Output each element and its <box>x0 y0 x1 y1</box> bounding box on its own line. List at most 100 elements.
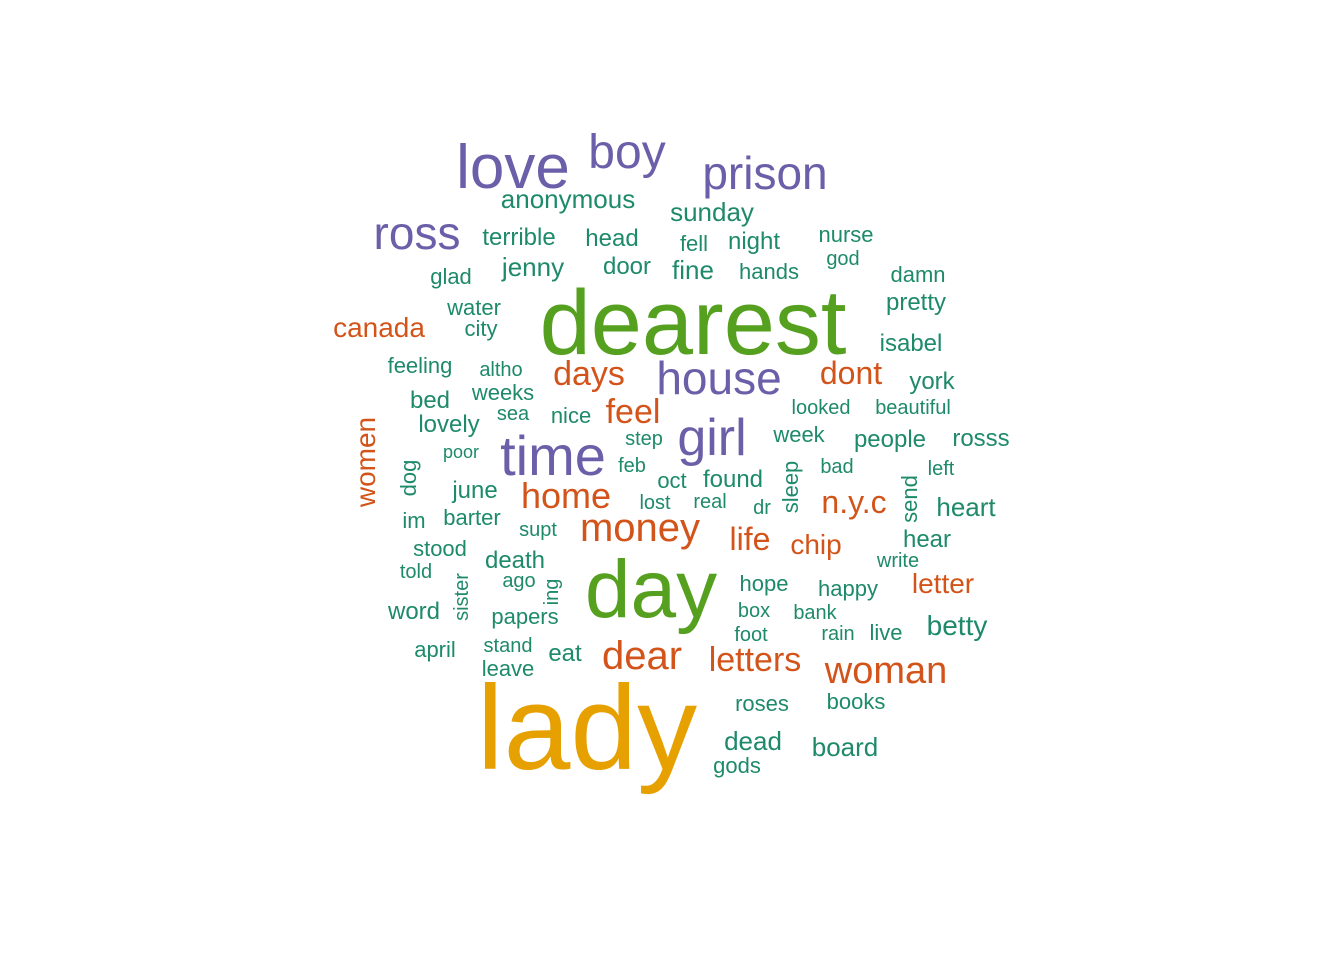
word-real: real <box>693 491 727 513</box>
word-house: house <box>656 352 782 404</box>
word-hands: hands <box>739 259 799 284</box>
word-love: love <box>456 133 570 202</box>
word-anonymous: anonymous <box>500 184 636 214</box>
word-door: door <box>602 253 652 280</box>
word-word: word <box>387 598 441 625</box>
word-send: send <box>897 475 922 523</box>
word-feeling: feeling <box>387 353 453 378</box>
word-jenny: jenny <box>501 252 565 282</box>
word-water: water <box>447 295 501 320</box>
word-hear: hear <box>902 526 952 553</box>
word-city: city <box>464 316 498 341</box>
word-books: books <box>826 689 886 714</box>
word-night: night <box>727 228 781 255</box>
word-pretty: pretty <box>885 289 947 316</box>
word-fine: fine <box>672 255 714 285</box>
word-write: write <box>876 550 920 572</box>
word-letter: letter <box>911 568 975 599</box>
word-dr: dr <box>753 497 771 519</box>
word-sister: sister <box>451 573 473 621</box>
word-terrible: terrible <box>482 224 556 251</box>
word-day: day <box>584 544 718 635</box>
word-told: told <box>399 561 433 583</box>
word-women: women <box>350 416 381 508</box>
word-home: home <box>520 475 612 516</box>
word-days: days <box>553 355 625 393</box>
word-dead: dead <box>724 726 782 756</box>
word-isabel: isabel <box>879 330 943 357</box>
word-heart: heart <box>936 492 996 522</box>
word-sunday: sunday <box>670 197 754 227</box>
word-york: york <box>909 368 955 395</box>
word-dont: dont <box>819 355 883 391</box>
word-bad: bad <box>820 456 854 478</box>
word-poor: poor <box>442 442 480 462</box>
word-prison: prison <box>702 147 828 199</box>
word-june: june <box>452 477 498 504</box>
word-n-y-c: n.y.c <box>821 484 887 520</box>
word-live: live <box>869 620 903 645</box>
word-canada: canada <box>333 312 425 343</box>
word-eat: eat <box>548 640 582 667</box>
word-ross: ross <box>373 207 461 259</box>
word-feel: feel <box>605 393 661 431</box>
word-time: time <box>500 424 606 487</box>
word-stand: stand <box>483 635 533 657</box>
word-girl: girl <box>677 409 747 467</box>
word-hope: hope <box>739 571 789 596</box>
word-gods: gods <box>713 753 761 778</box>
word-roses: roses <box>735 691 789 716</box>
word-feb: feb <box>618 455 646 477</box>
word-step: step <box>625 428 663 450</box>
word-lost: lost <box>639 492 671 514</box>
word-letters: letters <box>708 641 802 679</box>
word-dog: dog <box>396 459 421 497</box>
word-altho: altho <box>479 359 523 381</box>
word-rosss: rosss <box>952 425 1010 452</box>
word-left: left <box>927 458 955 480</box>
word-week: week <box>773 422 825 447</box>
word-dearest: dearest <box>539 272 847 374</box>
word-glad: glad <box>430 264 472 289</box>
word-lady: lady <box>476 661 698 795</box>
word-papers: papers <box>491 604 559 629</box>
word-im: im <box>402 508 426 533</box>
word-damn: damn <box>890 262 946 287</box>
word-nurse: nurse <box>818 222 874 247</box>
word-board: board <box>811 732 879 762</box>
word-april: april <box>414 637 456 662</box>
word-ing: ing <box>541 578 563 606</box>
word-beautiful: beautiful <box>875 397 951 419</box>
word-life: life <box>729 521 771 557</box>
word-dear: dear <box>601 634 683 678</box>
word-fell: fell <box>679 231 709 256</box>
word-people: people <box>853 426 927 453</box>
word-woman: woman <box>824 650 948 692</box>
word-happy: happy <box>818 576 878 601</box>
word-found: found <box>702 466 764 493</box>
word-money: money <box>579 506 701 550</box>
word-stood: stood <box>413 536 467 561</box>
word-box: box <box>737 600 771 622</box>
word-oct: oct <box>657 468 687 493</box>
word-death: death <box>484 547 546 574</box>
word-barter: barter <box>443 505 501 530</box>
word-god: god <box>826 248 860 270</box>
word-foot: foot <box>734 624 768 646</box>
word-bed: bed <box>409 387 451 414</box>
word-head: head <box>585 225 639 252</box>
word-leave: leave <box>481 656 535 681</box>
word-ago: ago <box>502 570 536 592</box>
word-nice: nice <box>550 403 592 428</box>
word-rain: rain <box>821 623 855 645</box>
word-weeks: weeks <box>471 380 535 405</box>
word-chip: chip <box>790 529 842 560</box>
word-boy: boy <box>588 126 666 179</box>
word-betty: betty <box>926 610 988 641</box>
word-looked: looked <box>791 397 851 419</box>
word-lovely: lovely <box>418 411 480 438</box>
word-sleep: sleep <box>778 460 803 514</box>
word-sea: sea <box>496 403 530 425</box>
word-bank: bank <box>793 602 837 624</box>
